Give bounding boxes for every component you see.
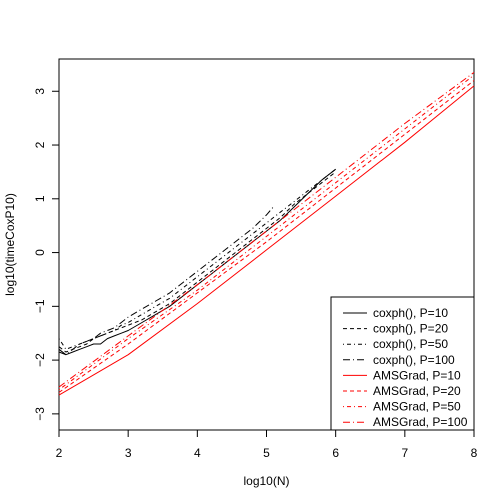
y-axis: −3 −2 −1 0 1 2 3 [33,88,60,421]
x-axis-label: log10(N) [243,474,289,488]
series-line-4 [58,206,274,356]
y-tick-label: −3 [33,407,47,421]
y-axis-label: log10(timeCoxP10) [3,193,17,296]
y-tick-label: 0 [33,249,47,256]
x-tick-label: 7 [401,446,408,460]
x-tick-label: 2 [56,446,63,460]
series-line-5 [58,85,475,396]
series-line-6 [58,80,475,393]
y-tick-label: −2 [33,353,47,367]
y-tick-label: 1 [33,195,47,202]
legend-label: AMSGrad, P=100 [373,415,468,429]
legend-label: coxph(), P=10 [373,306,448,320]
legend-label: AMSGrad, P=20 [373,384,461,398]
series-layer [58,71,475,396]
y-tick-label: 2 [33,141,47,148]
y-tick-label: 3 [33,88,47,95]
legend-label: AMSGrad, P=50 [373,400,461,414]
legend-label: AMSGrad, P=10 [373,368,461,382]
legend-box [330,296,475,431]
x-tick-label: 6 [332,446,339,460]
x-tick-label: 3 [125,446,132,460]
legend-label: coxph(), P=20 [373,322,448,336]
x-tick-label: 5 [263,446,270,460]
x-tick-label: 8 [471,446,478,460]
legend-label: coxph(), P=100 [373,353,455,367]
x-tick-label: 4 [194,446,201,460]
series-line-7 [58,74,475,391]
series-line-2 [58,171,337,353]
y-tick-label: −1 [33,299,47,313]
legend-label: coxph(), P=50 [373,337,448,351]
series-line-8 [58,71,475,388]
